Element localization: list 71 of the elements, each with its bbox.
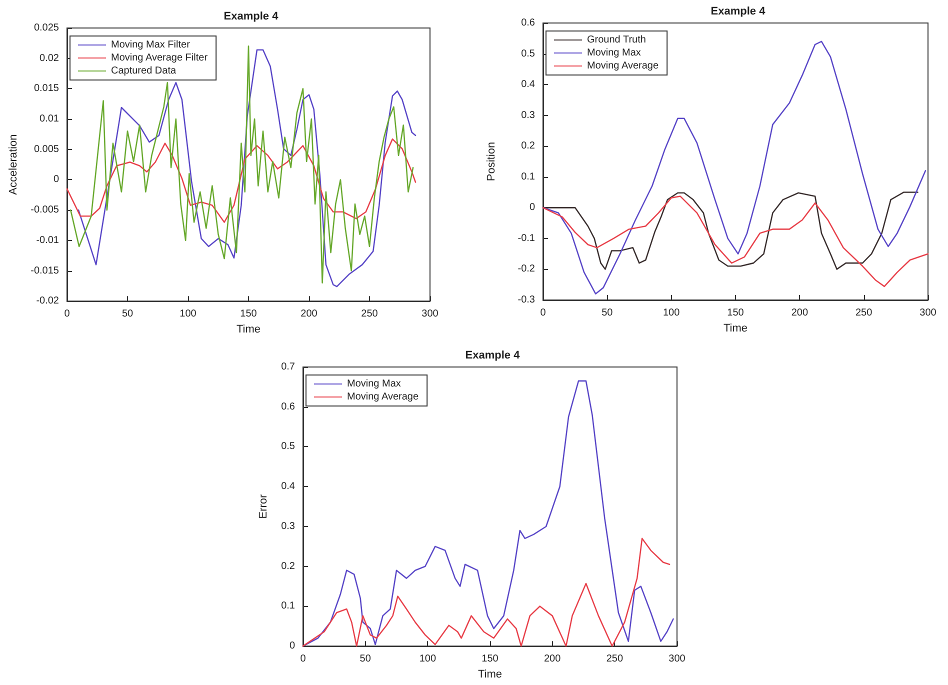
x-tick-label: 150 [482, 654, 499, 665]
legend-label: Captured Data [111, 66, 176, 76]
y-tick-label: 0.3 [521, 110, 536, 121]
y-tick-label: 0.5 [521, 48, 536, 60]
y-tick-label: 0.005 [34, 144, 60, 155]
x-tick-label: 200 [300, 308, 318, 320]
x-tick-label: 0 [300, 654, 306, 665]
x-tick-label: 150 [240, 308, 258, 320]
y-tick-label: 0.6 [281, 401, 296, 412]
x-axis-title: Time [236, 324, 261, 336]
chart-title: Example 4 [465, 350, 521, 362]
y-tick-label: 0 [289, 640, 296, 652]
x-tick-label: 100 [180, 308, 197, 320]
y-tick-label: 0.015 [34, 83, 60, 94]
y-tick-label: 0.1 [521, 171, 536, 182]
y-tick-label: 0.3 [281, 520, 296, 532]
y-tick-label: 0.4 [521, 79, 536, 90]
y-tick-label: -0.01 [36, 234, 60, 246]
chart-title: Example 4 [710, 6, 766, 18]
y-axis-title: Position [486, 142, 498, 182]
x-tick-label: 300 [920, 308, 937, 318]
line-series [66, 138, 416, 223]
x-tick-label: 50 [602, 308, 614, 318]
y-tick-label: 0.7 [281, 362, 296, 372]
y-tick-label: 0.2 [281, 560, 296, 572]
legend-label: Moving Average [587, 60, 659, 72]
line-series [302, 538, 670, 647]
x-tick-label: 200 [791, 308, 808, 318]
x-tick-label: 50 [122, 308, 134, 320]
x-tick-label: 300 [422, 308, 439, 320]
x-tick-label: 250 [855, 308, 873, 318]
y-axis-title: Error [258, 494, 270, 519]
y-tick-label: -0.3 [518, 294, 536, 306]
y-tick-label: -0.2 [518, 264, 536, 275]
x-tick-label: 0 [64, 308, 70, 320]
x-axis-title: Time [723, 322, 748, 334]
legend-label: Ground Truth [587, 34, 646, 46]
y-tick-label: 0.02 [40, 52, 60, 64]
x-tick-label: 250 [606, 654, 624, 665]
line-series [542, 196, 929, 288]
y-tick-label: -0.1 [518, 232, 536, 244]
x-tick-label: 100 [419, 654, 436, 665]
y-tick-label: -0.005 [30, 204, 60, 216]
y-tick-label: 0.025 [34, 22, 60, 34]
x-tick-label: 200 [544, 654, 562, 665]
line-series [302, 380, 674, 647]
y-tick-label: 0.01 [40, 114, 60, 125]
legend-label: Moving Max [347, 378, 401, 390]
y-axis-title: Acceleration [8, 134, 20, 195]
y-tick-label: 0.6 [521, 18, 536, 28]
line-series [542, 192, 918, 270]
y-tick-label: 0.2 [521, 140, 536, 152]
y-tick-label: -0.015 [30, 265, 60, 276]
y-tick-label: 0.1 [281, 600, 296, 612]
y-tick-label: 0.5 [281, 441, 296, 452]
legend-label: Moving Average Filter [111, 52, 208, 64]
legend-label: Moving Max Filter [111, 40, 191, 50]
x-tick-label: 50 [360, 654, 372, 665]
y-tick-label: 0.4 [281, 481, 296, 492]
x-axis-title: Time [478, 668, 502, 680]
legend-label: Moving Max [587, 48, 641, 58]
x-tick-label: 250 [361, 308, 378, 320]
chart-title: Example 4 [224, 10, 280, 22]
y-tick-label: 0 [53, 174, 60, 186]
y-tick-label: -0.02 [36, 296, 60, 307]
x-tick-label: 150 [727, 308, 744, 318]
x-tick-label: 0 [540, 308, 546, 318]
x-tick-label: 300 [668, 654, 686, 665]
legend-label: Moving Average [347, 392, 419, 402]
x-tick-label: 100 [662, 308, 680, 318]
y-tick-label: 0 [529, 202, 536, 214]
